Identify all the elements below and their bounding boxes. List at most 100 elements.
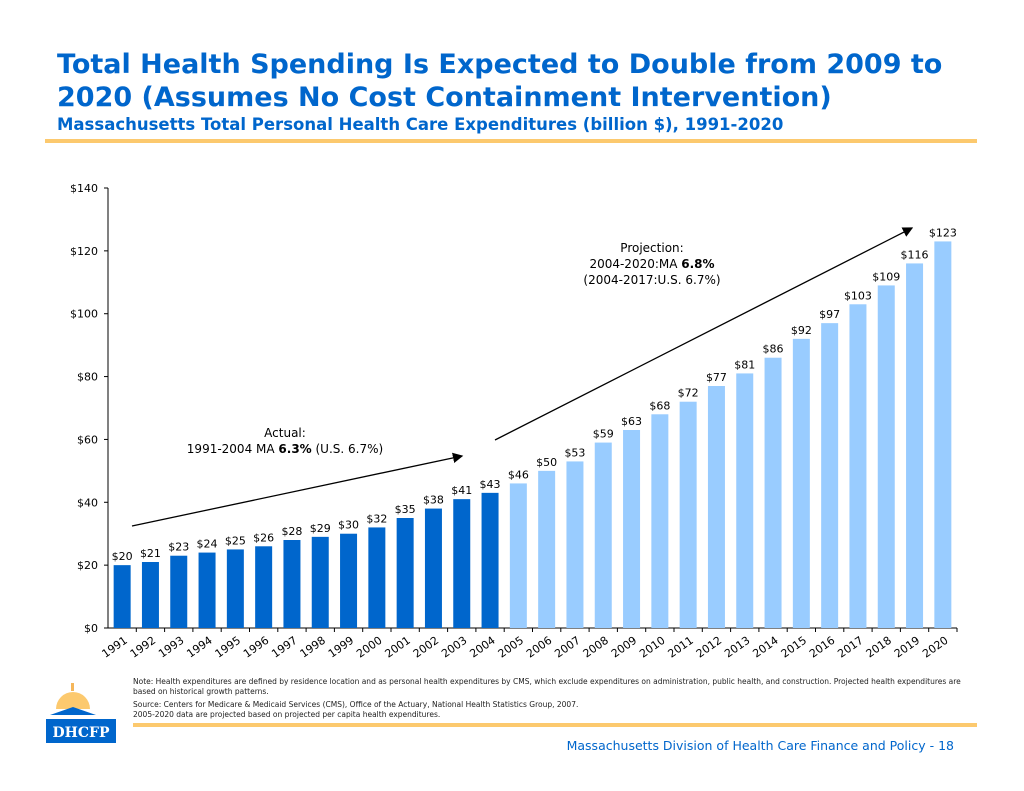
chart-source-projection: 2005-2020 data are projected based on pr… bbox=[133, 710, 441, 719]
bar-2016 bbox=[821, 323, 839, 628]
data-label: $41 bbox=[451, 484, 472, 497]
actual-annotation-line2: 1991-2004 MA 6.3% (U.S. 6.7%) bbox=[187, 442, 383, 456]
data-label: $32 bbox=[366, 512, 387, 525]
bar-1998 bbox=[311, 536, 329, 628]
x-tick-label: 2015 bbox=[779, 634, 809, 661]
data-label: $59 bbox=[593, 428, 614, 441]
data-label: $53 bbox=[564, 446, 585, 459]
data-label: $63 bbox=[621, 415, 642, 428]
data-label: $28 bbox=[281, 525, 302, 538]
bar-2009 bbox=[623, 430, 641, 628]
x-tick-label: 2004 bbox=[467, 634, 497, 661]
chart-source: Source: Centers for Medicare & Medicaid … bbox=[133, 700, 579, 709]
data-label: $29 bbox=[310, 522, 331, 535]
bar-1991 bbox=[113, 565, 131, 628]
x-tick-label: 2016 bbox=[807, 634, 837, 661]
data-label: $25 bbox=[225, 534, 246, 547]
bar-2019 bbox=[906, 263, 924, 628]
data-label: $116 bbox=[901, 248, 929, 261]
bars: $20 $21 $23 $24 $25 $26 $28 $29 $30 $32 $35 $38 $41 $… bbox=[112, 226, 957, 628]
data-label: $123 bbox=[929, 226, 957, 239]
projection-trend-arrow bbox=[494, 227, 914, 441]
x-tick-label: 2006 bbox=[524, 634, 554, 661]
x-tick-label: 2011 bbox=[665, 634, 695, 661]
data-label: $97 bbox=[819, 308, 840, 321]
x-tick-label: 2017 bbox=[835, 634, 865, 661]
x-tick-label: 1999 bbox=[326, 634, 356, 661]
x-tick-label: 1991 bbox=[99, 634, 129, 661]
bar-1993 bbox=[170, 555, 188, 628]
y-tick-label: $140 bbox=[70, 182, 98, 195]
data-label: $35 bbox=[395, 503, 416, 516]
bar-2011 bbox=[679, 401, 697, 628]
bar-1996 bbox=[255, 546, 273, 628]
bar-2017 bbox=[849, 304, 867, 628]
bottom-divider bbox=[133, 723, 977, 727]
data-label: $50 bbox=[536, 456, 557, 469]
data-label: $46 bbox=[508, 468, 529, 481]
bar-2010 bbox=[651, 414, 669, 628]
data-label: $109 bbox=[872, 270, 900, 283]
x-tick-label: 1995 bbox=[213, 634, 243, 661]
y-tick-label: $60 bbox=[77, 433, 98, 446]
x-tick-label: 2010 bbox=[637, 634, 667, 661]
data-label: $103 bbox=[844, 289, 872, 302]
bar-2002 bbox=[424, 508, 442, 628]
y-tick-label: $0 bbox=[84, 622, 98, 635]
x-tick-label: 2009 bbox=[609, 634, 639, 661]
x-tick-label: 1993 bbox=[156, 634, 186, 661]
bar-2015 bbox=[792, 338, 810, 628]
bar-2001 bbox=[396, 518, 414, 628]
x-tick-label: 2003 bbox=[439, 634, 469, 661]
dhcfp-logo: DHCFP bbox=[46, 683, 116, 743]
bar-2005 bbox=[509, 483, 527, 628]
data-label: $30 bbox=[338, 519, 359, 532]
x-tick-label: 2000 bbox=[354, 634, 384, 661]
footer-text: Massachusetts Division of Health Care Fi… bbox=[566, 738, 954, 753]
data-label: $92 bbox=[791, 324, 812, 337]
x-tick-label: 2008 bbox=[581, 634, 611, 661]
x-tick-label: 2014 bbox=[750, 634, 780, 661]
x-tick-label: 2002 bbox=[411, 634, 441, 661]
x-tick-label: 2007 bbox=[552, 634, 582, 661]
data-label: $21 bbox=[140, 547, 161, 560]
data-label: $24 bbox=[197, 538, 218, 551]
data-label: $38 bbox=[423, 494, 444, 507]
actual-trend-arrow bbox=[131, 452, 464, 527]
x-tick-label: 2019 bbox=[892, 634, 922, 661]
bar-2018 bbox=[877, 285, 895, 628]
y-tick-label: $20 bbox=[77, 559, 98, 572]
data-label: $43 bbox=[480, 478, 501, 491]
projection-annotation-line1: Projection: bbox=[620, 241, 683, 255]
bar-2014 bbox=[764, 357, 782, 628]
bar-2013 bbox=[736, 373, 754, 628]
top-divider bbox=[45, 139, 977, 143]
data-label: $23 bbox=[168, 541, 189, 554]
x-tick-label: 2018 bbox=[864, 634, 894, 661]
y-tick-label: $80 bbox=[77, 371, 98, 384]
bar-1995 bbox=[226, 549, 244, 628]
bar-1992 bbox=[141, 562, 159, 628]
x-tick-label: 2020 bbox=[920, 634, 950, 661]
bar-2008 bbox=[594, 442, 612, 628]
bar-2020 bbox=[934, 241, 952, 628]
y-tick-label: $40 bbox=[77, 496, 98, 509]
actual-annotation-line1: Actual: bbox=[264, 426, 306, 440]
x-tick-label: 1992 bbox=[128, 634, 158, 661]
data-label: $68 bbox=[649, 399, 670, 412]
x-axis-labels: 1991199219931994199519961997199819992000… bbox=[99, 628, 958, 661]
page-title: Total Health Spending Is Expected to Dou… bbox=[57, 49, 943, 113]
bar-2003 bbox=[453, 499, 471, 628]
x-tick-label: 1997 bbox=[269, 634, 299, 661]
bar-chart: $0$20$40$60$80$100$120$140 $20 $21 $23 $24 $… bbox=[70, 182, 958, 661]
bar-2006 bbox=[538, 470, 556, 628]
data-label: $72 bbox=[678, 387, 699, 400]
data-label: $86 bbox=[763, 343, 784, 356]
data-label: $77 bbox=[706, 371, 727, 384]
logo-text: DHCFP bbox=[53, 725, 110, 741]
data-label: $26 bbox=[253, 531, 274, 544]
x-tick-label: 1994 bbox=[184, 634, 214, 661]
bar-2004 bbox=[481, 492, 499, 628]
x-tick-label: 2005 bbox=[496, 634, 526, 661]
chart-note: Note: Health expenditures are defined by… bbox=[133, 677, 961, 696]
